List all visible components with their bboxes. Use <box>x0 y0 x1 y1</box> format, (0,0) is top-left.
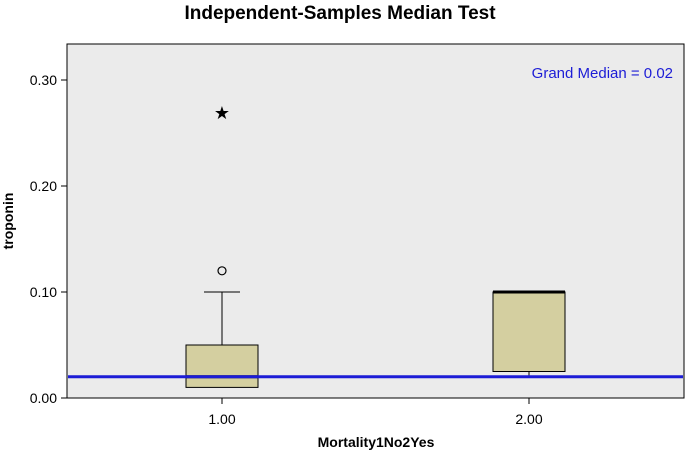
x-tick-label: 1.00 <box>208 411 235 427</box>
y-tick-label: 0.10 <box>30 284 57 300</box>
reference-line-group: Grand Median = 0.02 <box>68 65 683 379</box>
y-tick-label: 0.30 <box>30 72 57 88</box>
box-iqr <box>185 344 259 388</box>
x-axis: 1.00 2.00 <box>208 398 543 427</box>
x-tick-label: 2.00 <box>515 411 542 427</box>
plot-area <box>66 43 685 399</box>
box-iqr <box>492 291 566 372</box>
y-tick-label: 0.20 <box>30 178 57 194</box>
y-axis: 0.00 0.10 0.20 0.30 <box>30 72 67 406</box>
y-axis-title: troponin <box>0 193 16 250</box>
grand-median-label: Grand Median = 0.02 <box>532 65 673 82</box>
box-plot <box>492 290 566 378</box>
y-tick-label: 0.00 <box>30 390 57 406</box>
x-axis-title: Mortality1No2Yes <box>318 434 435 450</box>
outlier-point <box>217 266 227 276</box>
chart-title: Independent-Samples Median Test <box>184 3 496 24</box>
extreme-point: ★ <box>214 103 230 124</box>
